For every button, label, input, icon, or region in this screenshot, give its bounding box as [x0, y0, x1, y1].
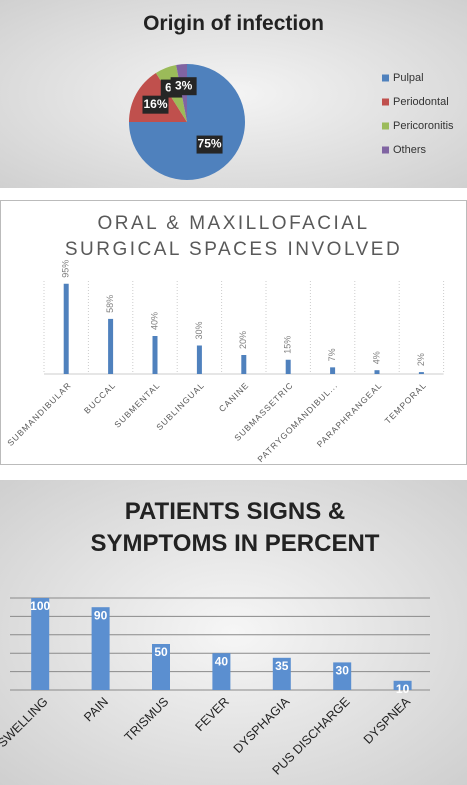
data-label: 90 [94, 608, 108, 622]
bar [418, 372, 424, 374]
data-label: 16% [143, 97, 167, 111]
legend-swatch [382, 146, 389, 154]
x-tick-label: BUCCAL [82, 380, 118, 416]
panel: 100 SWELLING 90 PAIN 50 TRISMUS 40 FEVER 35 DYSPH… [0, 480, 467, 785]
bar [374, 370, 380, 374]
data-label: 4% [371, 351, 381, 364]
x-tick-label: TRISMUS [122, 695, 172, 745]
x-tick-label: SUBLINGUAL [154, 380, 206, 432]
legend-swatch [382, 74, 389, 82]
legend-label: Pericoronitis [393, 120, 454, 132]
bar [31, 598, 50, 690]
x-tick-label: SWELLING [0, 695, 51, 751]
label-box [170, 77, 197, 96]
data-label: 58% [105, 295, 115, 313]
x-tick-label: PATRYGOMANDIBUL... [255, 380, 339, 464]
bar [108, 318, 114, 374]
x-tick-label: FEVER [192, 695, 231, 734]
data-label: 95% [61, 260, 71, 278]
bar [241, 355, 247, 374]
chart: 100 SWELLING 90 PAIN 50 TRISMUS 40 FEVER 35 DYSPH… [0, 597, 430, 778]
bar [333, 662, 352, 690]
chart-title: ORAL & MAXILLOFACIAL SURGICAL SPACES INV… [64, 213, 403, 260]
bar [152, 336, 158, 374]
data-label: 7% [327, 348, 337, 361]
x-tick-label: DYSPHAGIA [231, 694, 293, 756]
bar [63, 283, 69, 374]
bar [152, 644, 170, 690]
data-label: 35 [275, 659, 289, 673]
bar [196, 345, 202, 374]
chart-title: Origin of infection [143, 12, 324, 35]
legend-swatch [382, 98, 389, 106]
x-tick-label: PAIN [81, 695, 111, 725]
bar [91, 607, 110, 690]
bar [212, 653, 231, 690]
data-label: 20% [238, 331, 248, 349]
data-label: 2% [416, 353, 426, 366]
x-tick-label: SUBMENTAL [112, 380, 162, 430]
bar [285, 359, 291, 374]
legend-label: Others [393, 144, 427, 156]
data-label: 40% [149, 312, 159, 330]
chart: 75%16%6%3%PulpalPeriodontalPericoronitis… [129, 64, 454, 180]
data-label: 15% [283, 336, 293, 354]
data-label: 50 [154, 645, 168, 659]
bar [330, 367, 336, 374]
chart-title: PATIENTS SIGNS & SYMPTOMS IN PERCENT [90, 498, 380, 557]
x-tick-label: CANINE [217, 380, 251, 414]
legend-label: Periodontal [393, 96, 449, 108]
data-label: 10 [396, 682, 410, 696]
data-label: 30 [336, 664, 350, 678]
panel: 75%16%6%3%PulpalPeriodontalPericoronitis… [0, 0, 467, 188]
bar [393, 680, 412, 690]
x-tick-label: SUBMANDIBULAR [5, 380, 73, 448]
x-tick-label: DYSPNEA [361, 694, 414, 747]
legend-swatch [382, 122, 389, 130]
data-label: 100 [30, 599, 50, 613]
panel: 95% SUBMANDIBULAR 58% BUCCAL 40% SUBMENTAL 30%… [0, 200, 467, 465]
data-label: 75% [198, 137, 222, 151]
label-box [142, 95, 169, 114]
data-label: 3% [175, 78, 193, 92]
data-label: 40 [215, 654, 229, 668]
x-tick-label: TEMPORAL [383, 380, 429, 426]
label-box [196, 135, 223, 154]
data-label: 30% [194, 321, 204, 339]
legend-label: Pulpal [393, 72, 424, 84]
chart: 95% SUBMANDIBULAR 58% BUCCAL 40% SUBMENTAL 30%… [5, 260, 445, 464]
bar [272, 657, 291, 690]
